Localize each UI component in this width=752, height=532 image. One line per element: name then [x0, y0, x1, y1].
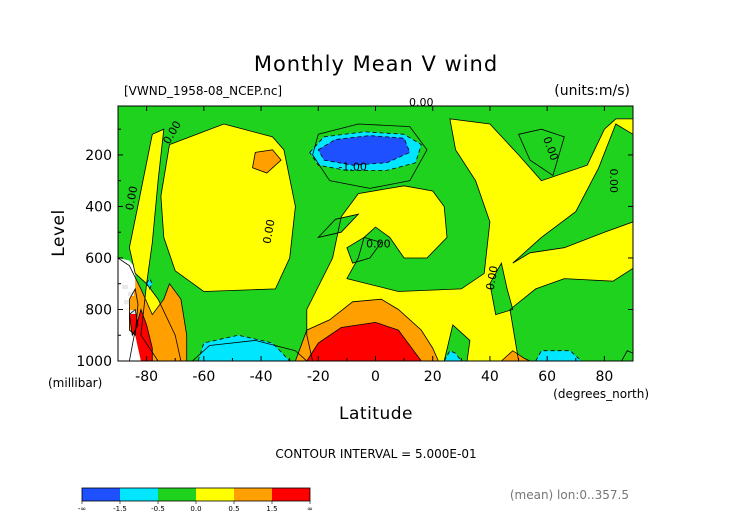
missing-data-mark	[124, 300, 130, 304]
y-tick-label: 600	[85, 251, 112, 267]
x-tick-label: -40	[250, 369, 273, 385]
x-tick-label: 80	[595, 369, 613, 385]
contour-line	[118, 257, 188, 361]
contour-line	[252, 149, 282, 174]
contour-line	[317, 213, 360, 239]
contour-line	[306, 321, 422, 361]
contour-line	[309, 131, 422, 171]
x-axis-units: (degrees_north)	[553, 387, 649, 401]
contour-label: 0.00	[261, 218, 278, 244]
contour-region-0.0_to_0.5	[306, 118, 633, 361]
contour-region--0.5_to_0.0	[518, 129, 565, 176]
x-tick-label: -20	[307, 369, 330, 385]
chart-title: Monthly Mean V wind	[254, 52, 498, 76]
colorbar-tick-label: -∞	[78, 505, 86, 513]
colorbar	[81, 487, 311, 502]
contour-region--0.5_to_0.0	[621, 350, 633, 361]
contour-line	[346, 236, 382, 264]
units-label: (units:m/s)	[554, 83, 630, 99]
contour-line	[312, 123, 428, 189]
footer-note: (mean) lon:0..357.5	[510, 488, 629, 502]
contour-line	[443, 350, 462, 361]
colorbar-tick-label: ∞	[307, 505, 313, 513]
contour-label: 0.00	[366, 238, 391, 251]
x-tick-label: 20	[424, 369, 442, 385]
contour-region-above_1.5	[306, 322, 422, 361]
contour-line	[317, 135, 411, 166]
colorbar-tick-label: 1.5	[266, 505, 277, 513]
contour-line	[128, 128, 165, 285]
contour-interval-label: CONTOUR INTERVAL = 5.000E-01	[275, 447, 476, 461]
contour-line-layer	[118, 118, 633, 361]
contour-region-below_-1.5	[318, 135, 410, 166]
contour-line	[129, 287, 139, 337]
contour-region-0.0_to_0.5	[129, 129, 164, 284]
contour-label: 0.00	[409, 96, 434, 109]
contour-line	[306, 118, 633, 361]
contour-line	[146, 277, 153, 290]
colorbar-tick-label: -0.5	[151, 505, 165, 513]
contour-label: -1.00	[338, 160, 366, 173]
colorbar-tick-label: -1.5	[113, 505, 127, 513]
contour-line	[191, 339, 308, 361]
contour-line	[140, 282, 182, 361]
colorbar-swatch	[158, 488, 196, 501]
x-tick-label: -80	[135, 369, 158, 385]
contour-region--0.5_to_0.0	[489, 263, 513, 315]
contour-region-0.5_to_1.5	[252, 149, 282, 173]
y-axis-label: Level	[49, 209, 69, 256]
contour-label: 0.00	[607, 168, 620, 193]
contour-region--0.5_to_0.0	[512, 124, 633, 264]
x-tick-label: 0	[371, 369, 380, 385]
contour-line	[197, 334, 291, 361]
y-tick-label: 1000	[76, 354, 112, 370]
y-tick-label: 200	[85, 148, 112, 164]
colorbar-swatch	[120, 488, 158, 501]
x-tick-label: 60	[538, 369, 556, 385]
y-tick-label: 800	[85, 302, 112, 318]
y-axis-units: (millibar)	[48, 376, 102, 390]
contour-line	[128, 308, 139, 337]
plot-area: 0.00-1.000.000.000.000.000.000.000.00 -8…	[76, 96, 634, 385]
colorbar-swatch	[196, 488, 234, 501]
contour-region-0.0_to_0.5	[160, 124, 296, 292]
contour-line	[443, 324, 471, 361]
contour-line	[294, 298, 439, 361]
x-axis-label: Latitude	[339, 404, 413, 424]
colorbar-tick-label: 0.0	[190, 505, 201, 513]
contour-line	[489, 261, 514, 316]
x-tick-label: 40	[481, 369, 499, 385]
contour-line	[535, 350, 583, 361]
y-tick-label: 400	[85, 199, 112, 215]
colorbar-swatch	[234, 488, 272, 501]
contour-label: 0.00	[484, 265, 501, 291]
colorbar-swatch	[272, 488, 310, 501]
contour-label-layer: 0.00-1.000.000.000.000.000.000.000.00	[123, 96, 620, 291]
file-label: [VWND_1958-08_NCEP.nc]	[124, 84, 282, 98]
contour-label: 0.00	[123, 185, 140, 211]
x-tick-label: -60	[192, 369, 215, 385]
contour-line	[512, 123, 633, 264]
x-axis: -80 -60 -40 -20 0 20 40 60 80	[117, 106, 634, 385]
colorbar-labels: -∞ -1.5 -0.5 0.0 0.5 1.5 ∞	[78, 501, 313, 513]
missing-data-mark	[128, 292, 134, 296]
contour-line	[500, 350, 531, 361]
colorbar-tick-label: 0.5	[228, 505, 239, 513]
contour-line	[160, 123, 296, 292]
y-axis: 200 400 600 800 1000	[76, 128, 633, 370]
contour-region--1.5_to_-0.5	[198, 335, 290, 361]
contour-line	[518, 128, 565, 177]
contour-region--0.5_to_0.0	[318, 214, 359, 238]
missing-data-mark	[130, 310, 136, 314]
contour-region-0.5_to_1.5	[501, 350, 530, 361]
missing-data-mark	[122, 285, 128, 289]
contour-region--0.5_to_0.0	[346, 237, 382, 264]
colorbar-swatch	[82, 488, 120, 501]
contour-line	[621, 350, 633, 361]
